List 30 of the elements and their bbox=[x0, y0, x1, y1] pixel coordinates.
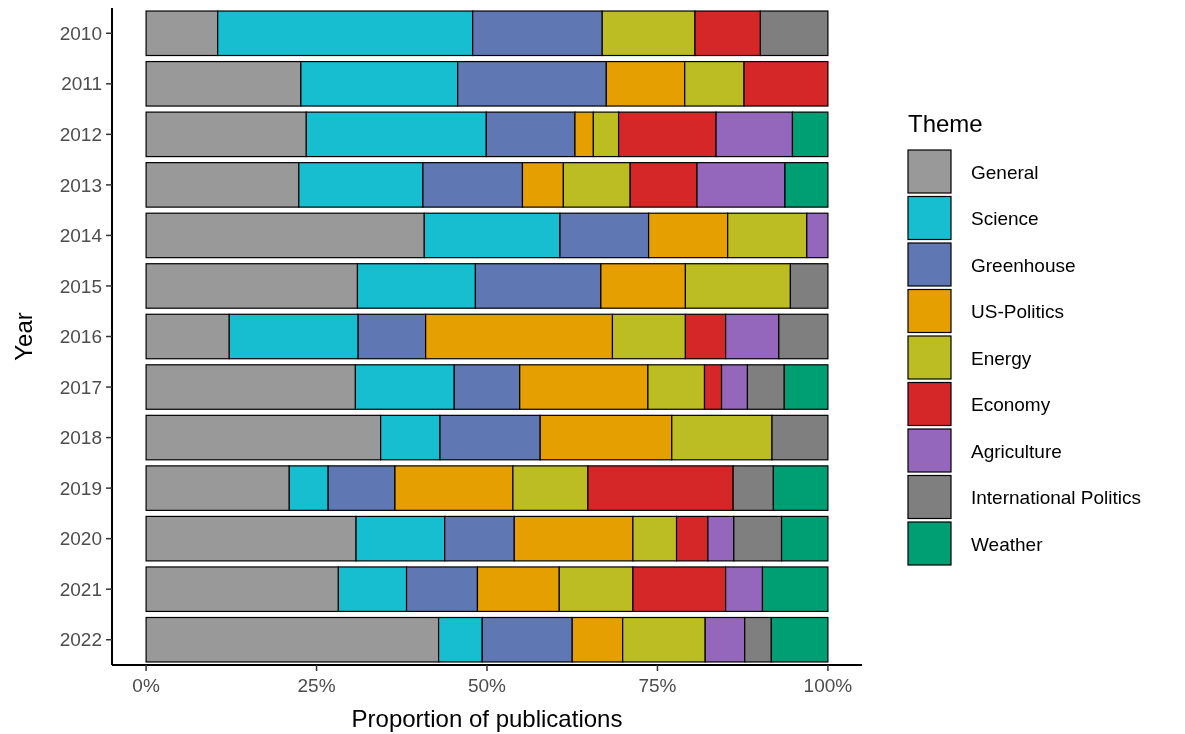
y-tick-label: 2012 bbox=[59, 124, 102, 145]
y-tick-label: 2010 bbox=[59, 22, 102, 44]
legend-label: Weather bbox=[971, 533, 1044, 555]
x-tick-label: 75% bbox=[638, 675, 677, 696]
legend-label: Energy bbox=[971, 347, 1032, 369]
legend-label: Science bbox=[971, 208, 1039, 230]
legend-label: Economy bbox=[971, 394, 1051, 416]
x-tick-label: 100% bbox=[803, 675, 853, 696]
y-tick-label: 2011 bbox=[61, 73, 102, 95]
y-tick-label: 2016 bbox=[59, 326, 102, 348]
legend-label: Greenhouse bbox=[971, 254, 1076, 276]
y-tick-label: 2015 bbox=[59, 275, 102, 297]
legend-label: General bbox=[971, 161, 1039, 183]
legend-label: US-Politics bbox=[971, 301, 1064, 323]
y-tick-label: 2018 bbox=[59, 427, 102, 449]
y-tick-label: 2020 bbox=[59, 528, 102, 550]
y-tick-label: 2021 bbox=[59, 578, 102, 600]
y-tick-label: 2013 bbox=[59, 174, 102, 196]
y-tick-label: 2017 bbox=[59, 376, 102, 398]
x-tick-label: 25% bbox=[297, 675, 336, 696]
x-tick-label: 50% bbox=[467, 675, 507, 696]
legend-title: Theme bbox=[908, 110, 983, 137]
y-tick-label: 2022 bbox=[59, 629, 102, 651]
legend-label: Agriculture bbox=[971, 440, 1062, 462]
y-tick-label: 2014 bbox=[59, 225, 103, 247]
legend-label: International Politics bbox=[971, 487, 1142, 509]
y-tick-label: 2019 bbox=[59, 477, 102, 499]
x-axis-title: Proportion of publications bbox=[351, 705, 623, 732]
x-tick-label: 0% bbox=[132, 675, 160, 696]
y-axis-title: Year bbox=[10, 312, 37, 361]
